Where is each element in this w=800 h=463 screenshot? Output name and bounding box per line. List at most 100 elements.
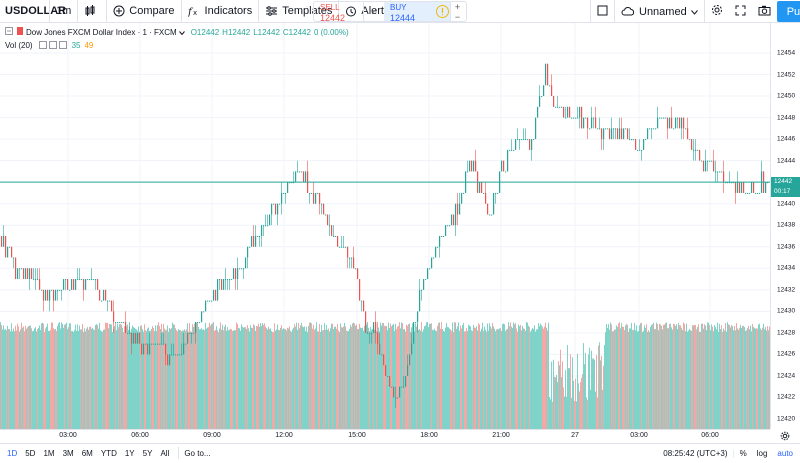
volume-bar [523,328,524,429]
volume-label[interactable]: Vol (20) [5,40,33,50]
divider [77,0,79,23]
volume-bar [368,327,369,429]
volume-bar [549,396,550,429]
volume-bar [404,328,405,429]
layout-button[interactable]: Unnamed [615,0,704,23]
volume-bar [602,389,603,429]
volume-bar [334,326,335,429]
decrease-button[interactable]: − [454,11,461,22]
symbol-title[interactable]: Dow Jones FXCM Dollar Index · 1 · FXCM [26,27,177,37]
compare-button[interactable]: Compare [107,0,180,23]
volume-bar [456,328,457,429]
auto-toggle[interactable]: auto [777,449,793,458]
close-icon[interactable] [58,41,67,49]
select-all-button[interactable] [591,0,614,23]
range-3m[interactable]: 3M [62,448,74,458]
volume-bar [446,322,447,429]
percent-toggle[interactable]: % [739,449,747,458]
candle-body [607,128,609,130]
interval-button[interactable]: 1m [56,5,72,17]
info-icon[interactable] [436,5,449,18]
legend-toggle-icon[interactable] [5,27,13,37]
volume-bar [253,324,254,429]
volume-bar [454,322,455,429]
candle-body [343,246,345,248]
templates-button[interactable]: Templates [259,0,338,23]
candle-body [617,128,619,140]
volume-bar [517,331,518,429]
symbol-search-button[interactable]: USDOLLAR [5,5,67,17]
candle-body [555,106,557,108]
volume-bar [569,368,570,429]
range-5y[interactable]: 5Y [142,448,153,458]
candle-body [223,279,225,290]
volume-bar [522,325,523,429]
volume-bar [339,332,340,429]
candle-body [521,139,523,141]
range-6m[interactable]: 6M [81,448,93,458]
volume-bar [124,326,125,429]
fullscreen-button[interactable] [729,0,752,23]
settings-icon[interactable] [48,41,57,49]
candle-body [473,160,475,172]
volume-bar [377,331,378,429]
candle-body [443,236,445,237]
volume-bar [449,328,450,429]
volume-bar [217,330,218,429]
log-toggle[interactable]: log [756,449,768,458]
candle-body [355,268,357,270]
clock[interactable]: 08:25:42 (UTC+3) [663,449,728,458]
layout-name: Unnamed [639,5,687,18]
volume-bar [160,329,161,429]
price-axis-label: 12444 [777,157,796,165]
axis-settings-icon[interactable] [780,431,790,444]
range-all[interactable]: All [160,448,170,458]
volume-bar [370,326,371,429]
candle-body [721,171,723,173]
volume-bar [337,323,338,429]
volume-bar [427,322,428,429]
volume-bar [677,329,678,429]
volume-bar [395,323,396,429]
publish-button[interactable]: Publish [776,1,800,22]
sell-button[interactable]: SELL 12442 [314,2,364,23]
volume-bar [616,325,617,429]
candle-body [543,85,545,97]
price-axis[interactable]: 12454 12452 12450 12448 12446 12444 12442 12440… [770,23,800,429]
increase-button[interactable]: + [454,1,461,12]
volume-bar [553,359,554,429]
range-ytd[interactable]: YTD [100,448,117,458]
alert-button[interactable]: Alert [339,0,390,23]
time-axis-label: 03:00 [630,432,648,439]
candle-body [385,365,387,376]
volume-bar [416,326,417,429]
quantity-stepper[interactable]: + − [450,1,464,22]
volume-bar [225,324,226,429]
price-chart[interactable] [0,23,770,429]
range-5d[interactable]: 5D [25,448,36,458]
buy-button[interactable]: BUY 12444 [384,2,450,23]
volume-bar [519,326,520,429]
range-1d[interactable]: 1D [7,448,18,458]
volume-bar [762,327,763,429]
range-1y[interactable]: 1Y [124,448,135,458]
volume-bar [707,322,708,429]
candle-body [565,117,567,119]
range-1m[interactable]: 1M [43,448,55,458]
candle-body [305,171,307,183]
candle-body [387,375,389,377]
visibility-icon[interactable] [38,41,47,49]
chart-style-button[interactable] [78,0,106,23]
candle-body [519,139,521,141]
volume-bar [305,331,306,429]
time-axis[interactable]: 03:00 06:00 09:00 12:00 15:00 18:00 21:00 27 03:… [0,429,770,443]
volume-bar [49,330,50,429]
volume-bar [672,329,673,429]
volume-bar [702,323,703,429]
snapshot-button[interactable] [752,0,777,23]
goto-button[interactable]: Go to... [184,448,211,458]
volume-bar [686,323,687,429]
volume-bar [280,327,281,429]
settings-button[interactable] [705,0,729,23]
